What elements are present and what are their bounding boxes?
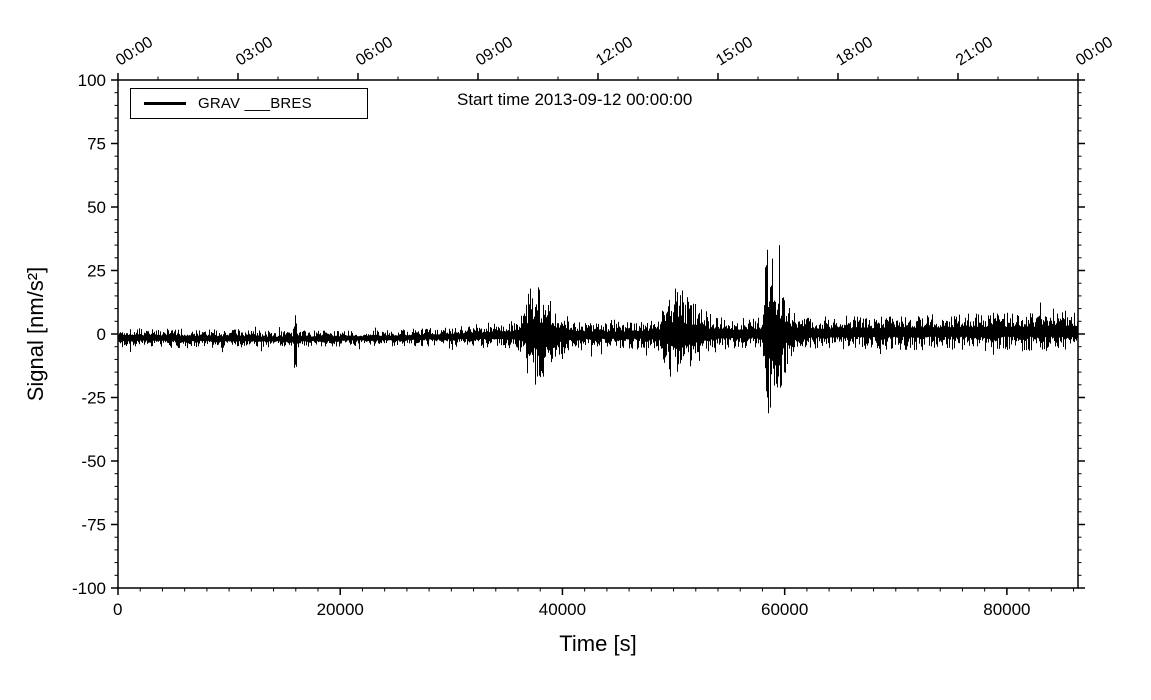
legend-line-swatch-icon	[144, 102, 186, 105]
legend-box: GRAV ___BRES	[130, 88, 368, 119]
y-tick-label: -25	[81, 389, 106, 408]
y-tick-label: -100	[72, 579, 106, 598]
y-tick-label: -75	[81, 516, 106, 535]
y-axis-label: Signal [nm/s²]	[23, 266, 48, 402]
y-tick-label: 25	[87, 262, 106, 281]
y-tick-label: -50	[81, 452, 106, 471]
x-tick-label: 20000	[317, 600, 364, 619]
x-tick-label: 80000	[983, 600, 1030, 619]
plot-area: 0 20000 40000 60000 80000 00:00 03:00 06:00 09:0…	[72, 34, 1116, 619]
x-tick-label: 0	[113, 600, 122, 619]
x-axis-label: Time [s]	[559, 631, 637, 656]
top-tick-label: 18:00	[833, 34, 876, 70]
plot-title: Start time 2013-09-12 00:00:00	[457, 90, 693, 109]
top-tick-label: 09:00	[473, 34, 516, 70]
y-tick-label: 100	[78, 71, 106, 90]
top-tick-label: 12:00	[593, 34, 636, 70]
y-tick-label: 50	[87, 198, 106, 217]
x-tick-label: 40000	[539, 600, 586, 619]
top-tick-label: 00:00	[1073, 34, 1116, 70]
top-tick-label: 00:00	[113, 34, 156, 70]
top-tick-label: 03:00	[233, 34, 276, 70]
top-tick-label: 06:00	[353, 34, 396, 70]
y-tick-label: 0	[97, 325, 106, 344]
top-tick-label: 21:00	[953, 34, 996, 70]
legend-label: GRAV ___BRES	[198, 95, 312, 112]
y-tick-label: 75	[87, 135, 106, 154]
signal-trace	[118, 245, 1078, 414]
x-tick-label: 60000	[761, 600, 808, 619]
top-tick-label: 15:00	[713, 34, 756, 70]
